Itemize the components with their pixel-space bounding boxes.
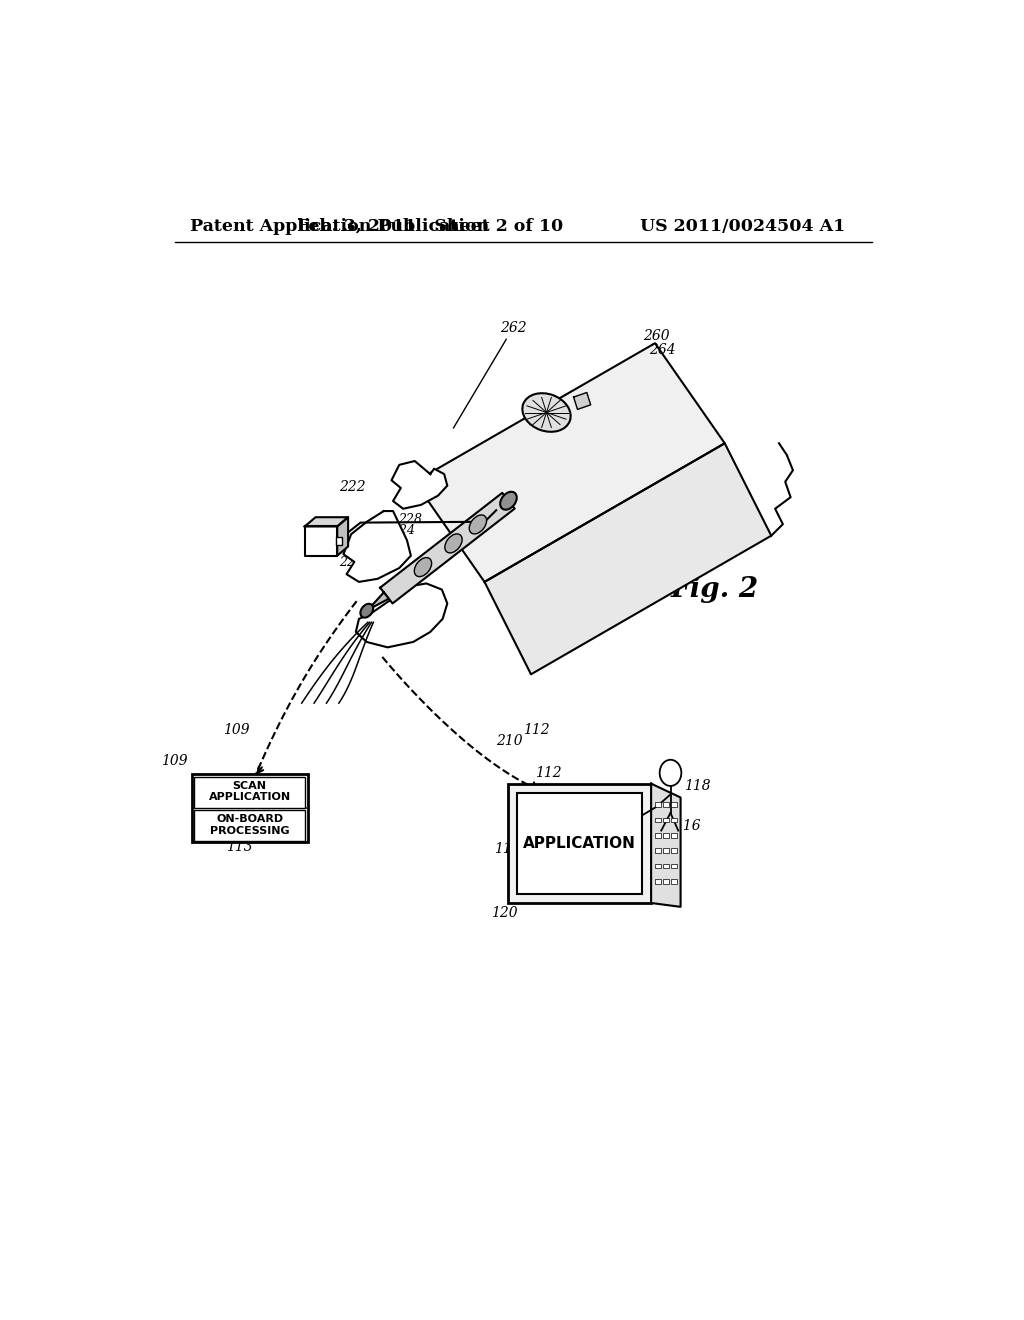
Polygon shape bbox=[484, 444, 771, 675]
Polygon shape bbox=[356, 583, 447, 647]
Text: 109: 109 bbox=[222, 723, 249, 738]
Polygon shape bbox=[305, 527, 337, 556]
Text: Fig. 2: Fig. 2 bbox=[671, 576, 759, 603]
Text: 264: 264 bbox=[649, 343, 676, 358]
Text: 113: 113 bbox=[226, 841, 253, 854]
Text: 116: 116 bbox=[675, 818, 701, 833]
Text: 228: 228 bbox=[397, 601, 422, 614]
Bar bbox=[655, 833, 662, 838]
Polygon shape bbox=[415, 343, 725, 582]
Polygon shape bbox=[651, 784, 681, 907]
Bar bbox=[655, 863, 662, 869]
Bar bbox=[655, 849, 662, 853]
Text: 120: 120 bbox=[490, 906, 517, 920]
Text: 220: 220 bbox=[339, 557, 362, 569]
Bar bbox=[663, 803, 669, 807]
Bar bbox=[663, 817, 669, 822]
Text: Feb. 3, 2011   Sheet 2 of 10: Feb. 3, 2011 Sheet 2 of 10 bbox=[297, 218, 563, 235]
Text: 226: 226 bbox=[403, 587, 427, 601]
Bar bbox=[517, 793, 642, 894]
Polygon shape bbox=[343, 511, 411, 582]
Bar bbox=[194, 810, 305, 841]
Text: 260: 260 bbox=[643, 329, 670, 343]
Ellipse shape bbox=[522, 393, 570, 432]
Bar bbox=[508, 784, 651, 903]
Bar bbox=[671, 833, 677, 838]
Text: US 2011/0024504 A1: US 2011/0024504 A1 bbox=[640, 218, 845, 235]
Polygon shape bbox=[380, 492, 515, 603]
Bar bbox=[663, 879, 669, 884]
Text: 109: 109 bbox=[161, 754, 187, 768]
Bar bbox=[663, 863, 669, 869]
Bar bbox=[671, 849, 677, 853]
Ellipse shape bbox=[360, 603, 373, 618]
Text: Patent Application Publication: Patent Application Publication bbox=[190, 218, 489, 235]
Ellipse shape bbox=[659, 760, 681, 785]
Bar bbox=[655, 803, 662, 807]
Bar bbox=[671, 863, 677, 869]
Ellipse shape bbox=[500, 492, 517, 510]
Polygon shape bbox=[337, 517, 348, 556]
Text: 112: 112 bbox=[535, 767, 561, 780]
Polygon shape bbox=[305, 517, 348, 527]
Bar bbox=[336, 537, 342, 545]
Polygon shape bbox=[573, 392, 591, 409]
Bar bbox=[191, 775, 308, 842]
Text: 230: 230 bbox=[395, 616, 420, 630]
Polygon shape bbox=[391, 461, 447, 508]
Bar bbox=[663, 849, 669, 853]
Bar bbox=[663, 833, 669, 838]
Text: ON-BOARD
PROCESSING: ON-BOARD PROCESSING bbox=[210, 814, 290, 836]
Bar bbox=[194, 777, 305, 808]
Text: SCAN
APPLICATION: SCAN APPLICATION bbox=[209, 780, 291, 803]
Bar bbox=[671, 817, 677, 822]
Text: 228: 228 bbox=[397, 513, 422, 527]
Text: 112: 112 bbox=[523, 723, 550, 738]
Text: APPLICATION: APPLICATION bbox=[523, 836, 636, 851]
Ellipse shape bbox=[444, 533, 462, 553]
Text: 262: 262 bbox=[500, 322, 526, 335]
Text: 118: 118 bbox=[684, 779, 711, 793]
Bar bbox=[655, 817, 662, 822]
Text: 222: 222 bbox=[339, 480, 366, 494]
Polygon shape bbox=[368, 593, 389, 610]
Text: 224: 224 bbox=[391, 524, 416, 537]
Text: 114: 114 bbox=[494, 842, 520, 855]
Ellipse shape bbox=[469, 515, 486, 535]
Text: 210: 210 bbox=[496, 734, 522, 748]
Ellipse shape bbox=[415, 557, 431, 577]
Bar bbox=[655, 879, 662, 884]
Bar bbox=[671, 803, 677, 807]
Bar bbox=[671, 879, 677, 884]
